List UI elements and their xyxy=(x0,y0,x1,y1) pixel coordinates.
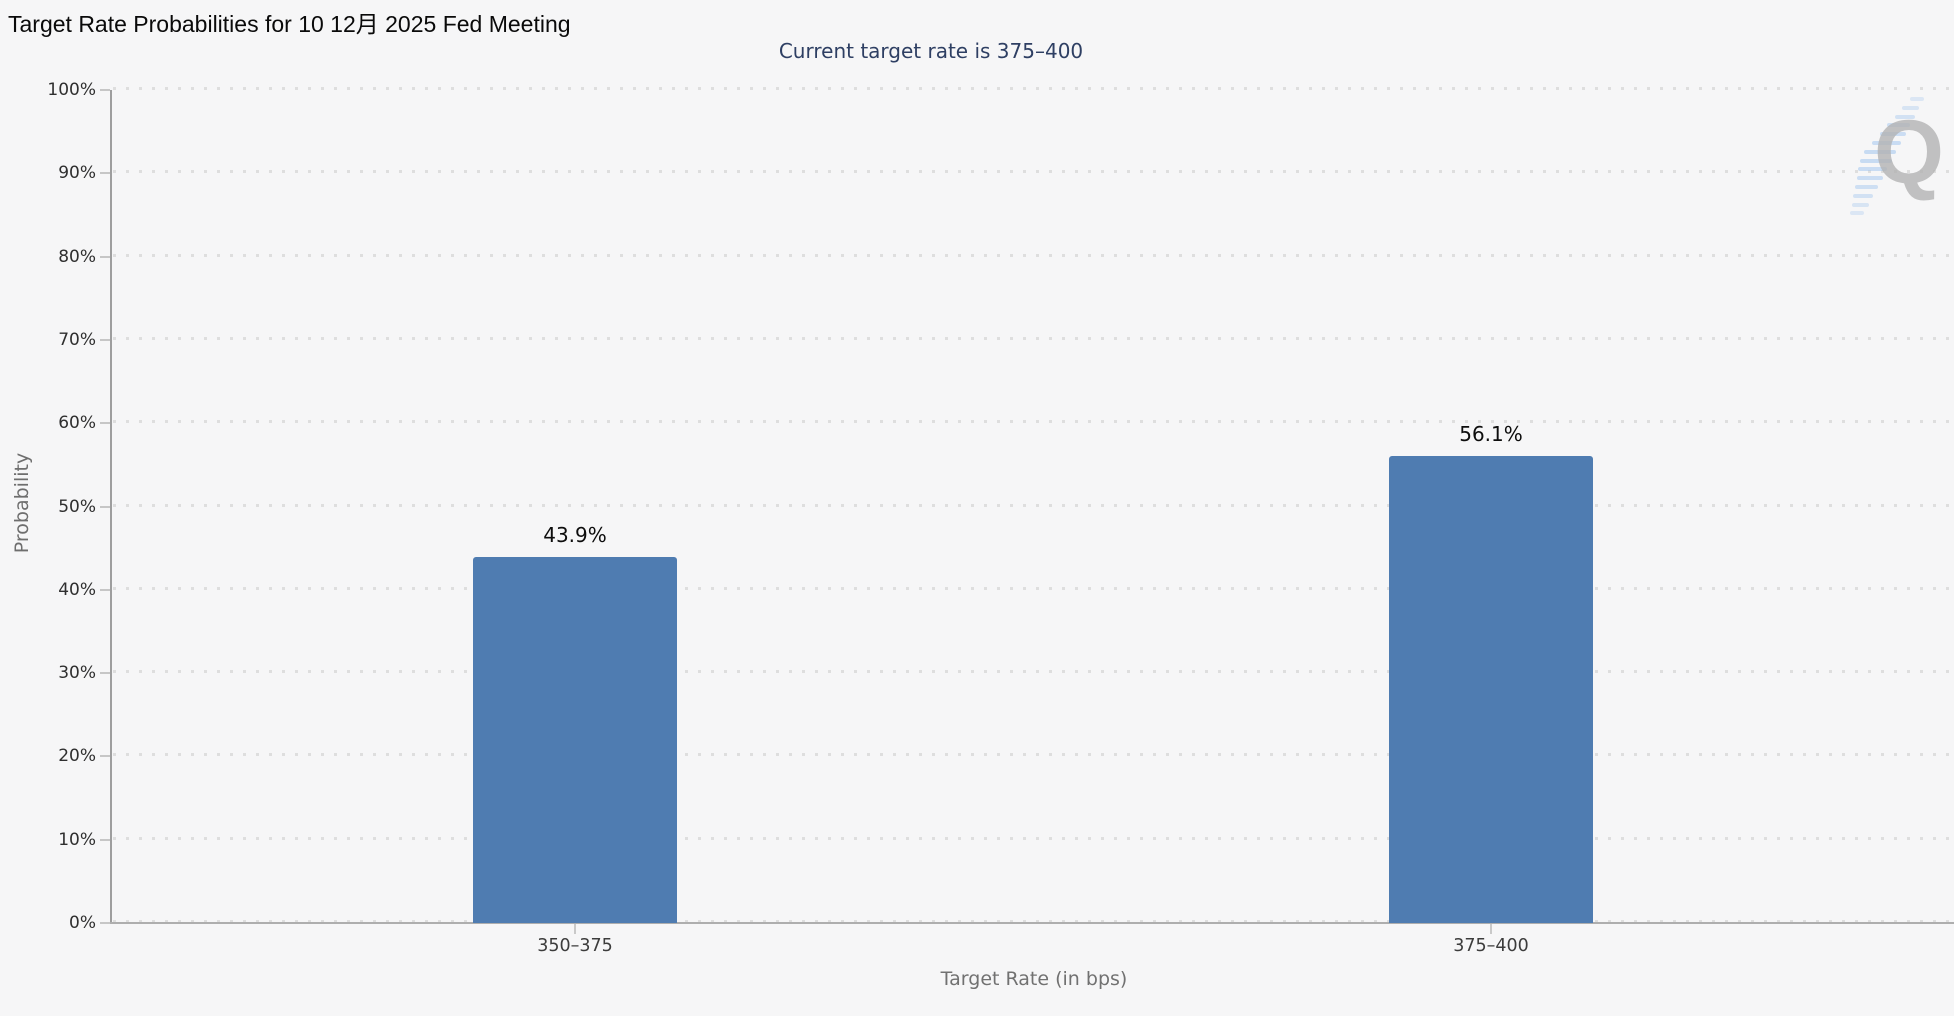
swoosh-dash xyxy=(1902,105,1920,110)
y-tick-mark-20 xyxy=(100,755,110,758)
y-axis-line xyxy=(110,90,112,923)
swoosh-dash xyxy=(1872,141,1901,145)
swoosh-dash xyxy=(1853,193,1874,198)
gridline-10 xyxy=(113,836,1954,840)
y-tick-label-70: 70% xyxy=(58,329,96,350)
gridline-90 xyxy=(113,170,1954,174)
y-tick-label-80: 80% xyxy=(58,246,96,267)
gridline-50 xyxy=(113,503,1954,507)
bar-375–400 xyxy=(1389,455,1593,923)
gridline-100 xyxy=(113,87,1954,90)
y-tick-mark-80 xyxy=(100,255,110,258)
x-axis-line xyxy=(110,922,1954,924)
q-logo-icon: Q xyxy=(1874,103,1945,203)
gridline-20 xyxy=(113,753,1954,757)
swoosh-dash xyxy=(1864,149,1897,154)
y-tick-label-100: 100% xyxy=(47,80,96,100)
x-tick-label: 375–400 xyxy=(1453,936,1529,956)
y-tick-label-50: 50% xyxy=(58,496,96,517)
swoosh-dash xyxy=(1894,114,1915,119)
y-tick-mark-10 xyxy=(100,838,110,841)
gridline-40 xyxy=(113,586,1954,590)
gridline-60 xyxy=(113,420,1954,424)
y-tick-mark-40 xyxy=(100,588,110,591)
y-tick-label-90: 90% xyxy=(58,163,96,184)
y-tick-mark-100 xyxy=(100,89,110,91)
y-tick-label-10: 10% xyxy=(58,829,96,850)
swoosh-dash xyxy=(1879,132,1906,137)
y-tick-mark-90 xyxy=(100,172,110,175)
swoosh-dash xyxy=(1858,167,1888,172)
gridline-30 xyxy=(113,670,1954,674)
x-tick-mark-375–400 xyxy=(1490,924,1492,934)
chart-title: Target Rate Probabilities for 10 12月 202… xyxy=(8,11,571,37)
bar-value-label: 56.1% xyxy=(1459,421,1523,446)
gridline-0 xyxy=(113,920,1954,923)
y-tick-mark-60 xyxy=(100,422,110,425)
y-tick-mark-70 xyxy=(100,338,110,341)
y-tick-mark-0 xyxy=(100,922,110,924)
bar-350–375 xyxy=(473,557,677,923)
y-tick-label-30: 30% xyxy=(58,663,96,684)
swoosh-dash xyxy=(1887,123,1911,128)
y-tick-mark-30 xyxy=(100,672,110,675)
y-tick-label-40: 40% xyxy=(58,579,96,600)
gridline-70 xyxy=(113,336,1954,340)
x-tick-label: 350–375 xyxy=(537,936,613,956)
x-axis-title: Target Rate (in bps) xyxy=(940,968,1128,990)
chart-subtitle: Current target rate is 375–400 xyxy=(778,39,1084,63)
swoosh-dash xyxy=(1850,211,1865,216)
y-tick-label-60: 60% xyxy=(58,413,96,434)
gridline-80 xyxy=(113,253,1954,257)
y-tick-label-20: 20% xyxy=(58,746,96,767)
y-tick-label-0: 0% xyxy=(69,913,96,933)
swoosh-dash xyxy=(1859,158,1892,163)
swoosh-dash xyxy=(1855,185,1878,189)
x-tick-mark-350–375 xyxy=(574,924,576,934)
bar-value-label: 43.9% xyxy=(543,523,607,548)
swoosh-dash xyxy=(1856,176,1883,181)
swoosh-dash xyxy=(1910,97,1924,101)
swoosh-dash xyxy=(1851,202,1869,207)
y-tick-mark-50 xyxy=(100,505,110,508)
